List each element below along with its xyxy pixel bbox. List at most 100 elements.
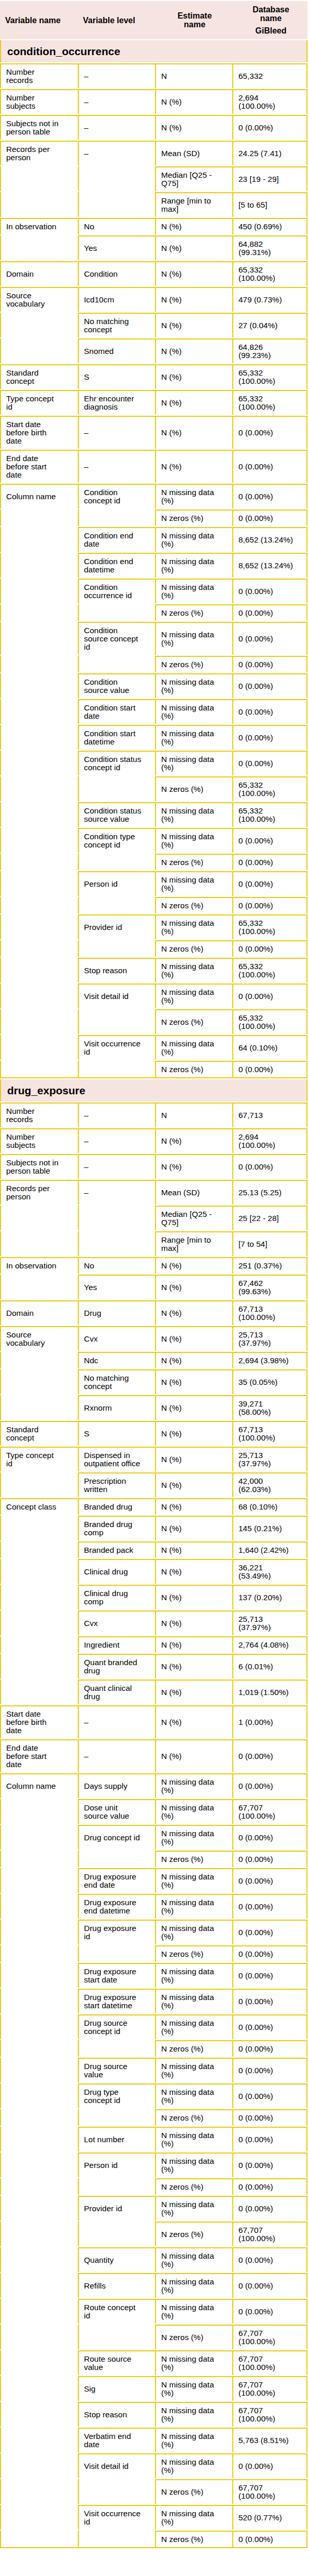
- data-row: Quant clinical drugN (%)1,019 (1.50%): [0, 1680, 307, 1704]
- variable-name-cell: Start date before birth date: [0, 1705, 78, 1738]
- value-cell: 65,332 (100.00%): [232, 364, 307, 389]
- value-cell: 0 (0.00%): [232, 1061, 307, 1078]
- estimate-name-cell: Range [min to max]: [155, 192, 232, 217]
- data-row: Concept classBranded drugN (%)68 (0.10%): [0, 1498, 307, 1515]
- variable-level-cell: Visit occurrence id: [78, 1035, 155, 1060]
- value-cell: 67,707 (100.00%): [232, 2479, 307, 2504]
- value-cell: 0 (0.00%): [232, 2040, 307, 2057]
- variable-name-cell: Start date before birth date: [0, 416, 78, 449]
- estimate-name-cell: N zeros (%): [155, 1945, 232, 1962]
- variable-level-cell: Icd10cm: [78, 287, 155, 312]
- data-row: Condition end datetimeN missing data (%)…: [0, 553, 307, 578]
- value-cell: 64,826 (99.23%): [232, 338, 307, 363]
- variable-name-cell: [0, 2531, 78, 2548]
- value-cell: 0 (0.00%): [232, 622, 307, 655]
- data-row: IngredientN (%)2,764 (4.08%): [0, 1636, 307, 1653]
- variable-name-cell: Number records: [0, 1103, 78, 1127]
- variable-level-cell: S: [78, 1421, 155, 1446]
- variable-level-cell: Condition source concept id: [78, 622, 155, 655]
- variable-name-cell: Number records: [0, 63, 78, 88]
- data-row: Type concept idEhr encounter diagnosisN …: [0, 390, 307, 415]
- value-cell: 0 (0.00%): [232, 2083, 307, 2108]
- value-cell: 0 (0.00%): [232, 2109, 307, 2126]
- variable-level-cell: Condition concept id: [78, 484, 155, 509]
- variable-name-cell: [0, 2479, 78, 2504]
- variable-name-cell: [0, 1395, 78, 1420]
- variable-name-cell: [0, 338, 78, 363]
- data-row: Condition source valueN missing data (%)…: [0, 673, 307, 698]
- estimate-name-cell: N (%): [155, 1128, 232, 1153]
- estimate-name-cell: N missing data (%): [155, 984, 232, 1008]
- estimate-name-cell: N missing data (%): [155, 622, 232, 655]
- value-cell: 0 (0.00%): [232, 854, 307, 870]
- data-row: YesN (%)64,882 (99.31%): [0, 235, 307, 260]
- estimate-name-cell: N (%): [155, 450, 232, 483]
- estimate-name-cell: N (%): [155, 1275, 232, 1299]
- estimate-name-cell: N zeros (%): [155, 604, 232, 621]
- variable-level-cell: [78, 1061, 155, 1078]
- variable-level-cell: [78, 2531, 155, 2548]
- data-row: Column nameCondition concept idN missing…: [0, 484, 307, 509]
- table-body: condition_occurrenceNumber records–N65,3…: [0, 40, 307, 2548]
- data-row: Visit occurrence idN missing data (%)64 …: [0, 1035, 307, 1060]
- data-row: Branded packN (%)1,640 (2.42%): [0, 1541, 307, 1558]
- column-header-variable-level: Variable level: [78, 1, 155, 39]
- variable-name-cell: [0, 828, 78, 853]
- estimate-name-cell: N missing data (%): [155, 2376, 232, 2401]
- estimate-name-cell: N zeros (%): [155, 2531, 232, 2548]
- variable-name-cell: Standard concept: [0, 364, 78, 389]
- value-cell: 65,332 (100.00%): [232, 958, 307, 982]
- estimate-name-cell: N (%): [155, 235, 232, 260]
- variable-level-cell: No: [78, 218, 155, 234]
- variable-name-cell: [0, 2083, 78, 2108]
- variable-name-cell: [0, 1009, 78, 1034]
- estimate-name-cell: N (%): [155, 1559, 232, 1584]
- variable-level-cell: Quant branded drug: [78, 1654, 155, 1679]
- variable-name-cell: [0, 553, 78, 578]
- variable-level-cell: [78, 854, 155, 870]
- variable-name-cell: Type concept id: [0, 390, 78, 415]
- estimate-name-cell: N (%): [155, 1257, 232, 1274]
- value-cell: 479 (0.73%): [232, 287, 307, 312]
- estimate-name-cell: N (%): [155, 364, 232, 389]
- variable-level-cell: [78, 2040, 155, 2057]
- data-row: Clinical drugN (%)36,221 (53.49%): [0, 1559, 307, 1584]
- estimate-name-cell: N zeros (%): [155, 854, 232, 870]
- data-row: Condition end dateN missing data (%)8,65…: [0, 527, 307, 552]
- estimate-name-cell: Median [Q25 - Q75]: [155, 166, 232, 191]
- column-header-database-name: Database name GiBleed: [232, 1, 307, 39]
- estimate-name-cell: N (%): [155, 1680, 232, 1704]
- variable-level-cell: Quantity: [78, 2247, 155, 2272]
- variable-level-cell: [78, 776, 155, 801]
- estimate-name-cell: N (%): [155, 1300, 232, 1325]
- variable-name-cell: [0, 527, 78, 552]
- data-row: Source vocabularyCvxN (%)25,713 (37.97%): [0, 1326, 307, 1351]
- variable-name-cell: [0, 622, 78, 655]
- data-row: Median [Q25 - Q75]23 [19 - 29]: [0, 166, 307, 191]
- estimate-name-cell: N (%): [155, 1611, 232, 1635]
- variable-name-cell: [0, 1989, 78, 2013]
- value-cell: 251 (0.37%): [232, 1257, 307, 1274]
- data-row: N zeros (%)0 (0.00%): [0, 940, 307, 957]
- estimate-name-cell: N missing data (%): [155, 1963, 232, 1988]
- value-cell: 0 (0.00%): [232, 416, 307, 449]
- variable-level-cell: [78, 656, 155, 672]
- value-cell: 5,763 (8.51%): [232, 2428, 307, 2452]
- variable-level-cell: [78, 897, 155, 913]
- estimate-name-cell: N zeros (%): [155, 940, 232, 957]
- data-row: N zeros (%)0 (0.00%): [0, 656, 307, 672]
- estimate-name-cell: N missing data (%): [155, 2127, 232, 2151]
- estimate-name-cell: N missing data (%): [155, 2299, 232, 2324]
- data-row: Number records–N65,332: [0, 63, 307, 88]
- data-row: SigN missing data (%)67,707 (100.00%): [0, 2376, 307, 2401]
- variable-level-cell: [78, 510, 155, 526]
- variable-level-cell: [78, 2325, 155, 2349]
- value-cell: 8,652 (13.24%): [232, 553, 307, 578]
- variable-name-cell: [0, 2453, 78, 2478]
- data-row: Dose unit source valueN missing data (%)…: [0, 1799, 307, 1824]
- variable-name-cell: [0, 673, 78, 698]
- estimate-name-cell: N (%): [155, 1352, 232, 1368]
- variable-level-cell: Ehr encounter diagnosis: [78, 390, 155, 415]
- variable-level-cell: Provider id: [78, 2196, 155, 2221]
- value-cell: 0 (0.00%): [232, 897, 307, 913]
